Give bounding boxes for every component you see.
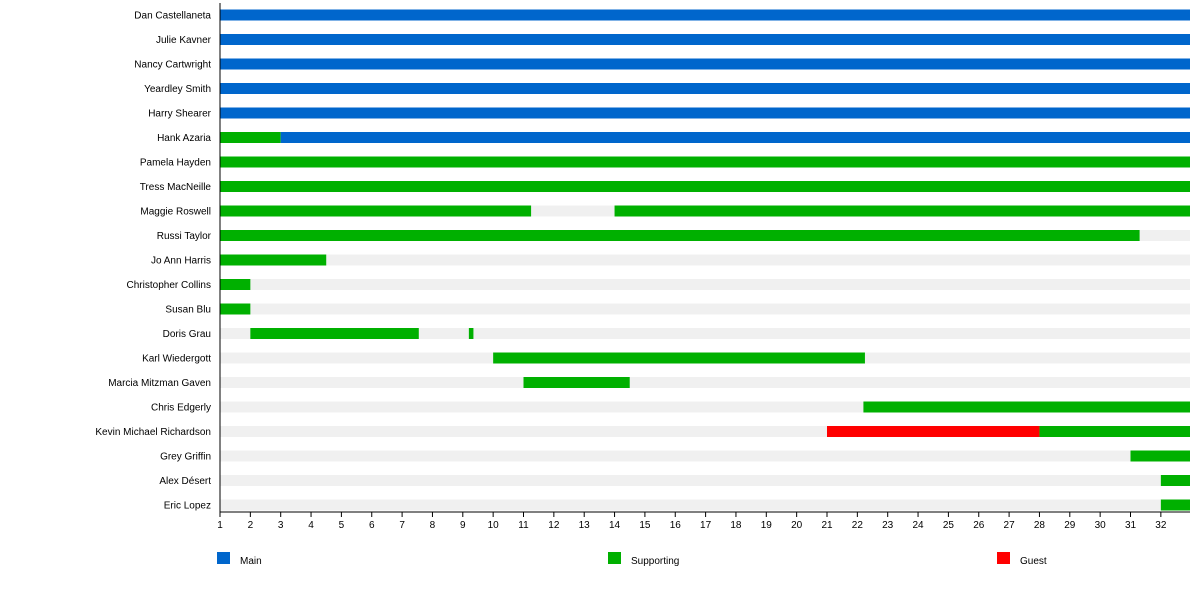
x-tick-label: 14 xyxy=(609,520,621,531)
row-label: Jo Ann Harris xyxy=(151,256,211,267)
row-background xyxy=(220,328,1190,339)
x-tick-label: 3 xyxy=(278,520,284,531)
bar-segment-supporting xyxy=(523,377,630,388)
x-tick-label: 31 xyxy=(1125,520,1137,531)
legend-label: Main xyxy=(240,556,262,567)
x-tick-label: 12 xyxy=(548,520,560,531)
bar-segment-main xyxy=(220,34,1190,45)
row-background xyxy=(220,401,1190,413)
row-label: Marcia Mitzman Gaven xyxy=(108,378,211,389)
row-label: Hank Azaria xyxy=(157,133,211,144)
row-label: Yeardley Smith xyxy=(144,84,211,95)
bar-segment-supporting xyxy=(493,352,865,364)
row-background xyxy=(220,450,1190,462)
row-background xyxy=(220,254,1190,266)
bar-segment-supporting xyxy=(220,205,532,217)
row-label: Eric Lopez xyxy=(164,501,211,512)
row-label: Doris Grau xyxy=(163,329,211,340)
legend-swatch xyxy=(997,552,1010,564)
row-label: Tress MacNeille xyxy=(140,182,212,193)
bar-segment-supporting xyxy=(250,328,419,339)
x-tick-label: 17 xyxy=(700,520,712,531)
legend-swatch xyxy=(217,552,230,564)
bar-segment-supporting xyxy=(220,230,1140,241)
row-background xyxy=(220,377,1190,388)
row-label: Grey Griffin xyxy=(160,452,211,463)
bar-segment-supporting xyxy=(220,279,251,290)
row-background xyxy=(220,499,1190,511)
bar-segment-supporting xyxy=(863,401,1190,413)
x-tick-label: 24 xyxy=(912,520,924,531)
row-label: Pamela Hayden xyxy=(140,158,211,169)
bar-segment-main xyxy=(220,58,1190,70)
legend-label: Guest xyxy=(1020,556,1047,567)
row-background xyxy=(220,303,1190,315)
x-tick-label: 19 xyxy=(761,520,773,531)
bar-segment-main xyxy=(220,107,1190,119)
x-tick-label: 10 xyxy=(488,520,500,531)
row-label: Dan Castellaneta xyxy=(134,11,211,22)
bar-segment-supporting xyxy=(1130,450,1190,462)
x-tick-label: 2 xyxy=(248,520,254,531)
x-tick-label: 23 xyxy=(882,520,894,531)
bar-segment-supporting xyxy=(220,254,327,266)
bar-segment-supporting xyxy=(468,328,474,339)
x-tick-label: 5 xyxy=(339,520,345,531)
row-label: Russi Taylor xyxy=(157,231,212,242)
legend-label: Supporting xyxy=(631,556,679,567)
row-background xyxy=(220,279,1190,290)
bar-segment-supporting xyxy=(1039,426,1190,437)
legend-swatch xyxy=(608,552,621,564)
bar-segment-supporting xyxy=(220,132,281,143)
x-tick-label: 11 xyxy=(518,520,529,531)
x-tick-label: 15 xyxy=(639,520,651,531)
bar-segment-main xyxy=(280,132,1190,143)
row-background xyxy=(220,426,1190,437)
bar-segment-main xyxy=(220,9,1190,21)
x-tick-label: 6 xyxy=(369,520,375,531)
row-label: Christopher Collins xyxy=(127,280,211,291)
x-tick-label: 20 xyxy=(791,520,803,531)
row-label: Chris Edgerly xyxy=(151,403,211,414)
x-tick-label: 25 xyxy=(943,520,955,531)
bar-segment-guest xyxy=(827,426,1040,437)
x-tick-label: 7 xyxy=(399,520,405,531)
x-tick-label: 32 xyxy=(1155,520,1167,531)
bar-segment-supporting xyxy=(1160,499,1190,511)
x-tick-label: 22 xyxy=(852,520,864,531)
x-tick-label: 27 xyxy=(1004,520,1016,531)
row-label: Julie Kavner xyxy=(156,35,212,46)
bar-segment-supporting xyxy=(220,303,251,315)
x-tick-label: 4 xyxy=(308,520,314,531)
row-label: Maggie Roswell xyxy=(140,207,211,218)
bar-segment-supporting xyxy=(220,156,1190,168)
row-label: Susan Blu xyxy=(165,305,211,316)
x-tick-label: 16 xyxy=(670,520,682,531)
x-tick-label: 8 xyxy=(430,520,436,531)
bar-segment-supporting xyxy=(220,181,1190,192)
row-label: Alex Désert xyxy=(159,476,211,487)
x-tick-label: 21 xyxy=(821,520,833,531)
row-label: Karl Wiedergott xyxy=(142,354,211,365)
bar-segment-supporting xyxy=(614,205,1190,217)
x-tick-label: 30 xyxy=(1095,520,1107,531)
x-tick-label: 18 xyxy=(730,520,742,531)
row-label: Nancy Cartwright xyxy=(134,60,211,71)
bar-segment-main xyxy=(220,83,1190,94)
row-label: Harry Shearer xyxy=(148,109,211,120)
x-tick-label: 9 xyxy=(460,520,466,531)
x-tick-label: 26 xyxy=(973,520,985,531)
bar-segment-supporting xyxy=(1160,475,1190,486)
row-background xyxy=(220,475,1190,486)
row-label: Kevin Michael Richardson xyxy=(95,427,211,438)
x-tick-label: 28 xyxy=(1034,520,1046,531)
x-tick-label: 29 xyxy=(1064,520,1076,531)
x-tick-label: 1 xyxy=(217,520,223,531)
x-tick-label: 13 xyxy=(579,520,591,531)
